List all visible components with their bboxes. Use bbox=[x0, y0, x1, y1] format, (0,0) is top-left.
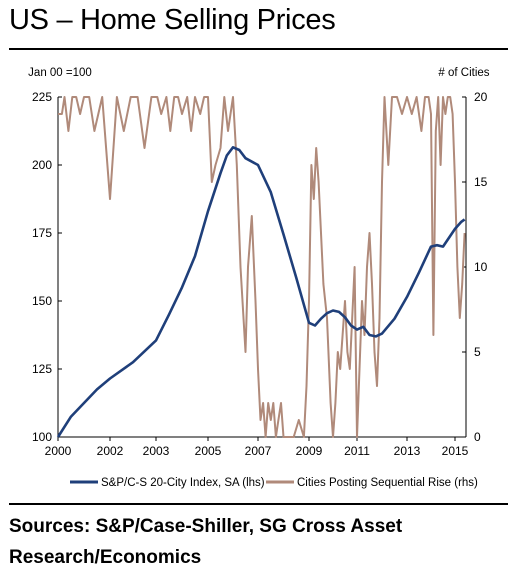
chart-axes bbox=[57, 97, 467, 438]
right-axis-tick-label: 20 bbox=[474, 90, 488, 104]
left-axis-unit-label: Jan 00 =100 bbox=[28, 67, 92, 79]
title-rule bbox=[9, 48, 508, 50]
chart-legend: S&P/C-S 20-City Index, SA (lhs) Cities P… bbox=[70, 477, 478, 489]
legend-label-cities: Cities Posting Sequential Rise (rhs) bbox=[297, 477, 478, 489]
x-axis-tick-label: 2005 bbox=[195, 444, 222, 458]
series-line-index bbox=[56, 146, 466, 438]
right-axis-unit-label: # of Cities bbox=[438, 67, 489, 79]
right-axis-tick-label: 10 bbox=[474, 260, 488, 274]
chart-series bbox=[56, 96, 466, 438]
right-axis-tick-label: 15 bbox=[474, 175, 488, 189]
x-axis-tick-label: 2015 bbox=[442, 444, 469, 458]
legend-label-index: S&P/C-S 20-City Index, SA (lhs) bbox=[101, 477, 265, 489]
right-axis-tick-label: 5 bbox=[474, 345, 481, 359]
series-line-cities bbox=[58, 96, 466, 438]
sources-note: Sources: S&P/Case-Shiller, SG Cross Asse… bbox=[9, 516, 403, 568]
left-axis-tick-label: 225 bbox=[32, 90, 52, 104]
x-axis-tick-label: 2011 bbox=[344, 444, 370, 458]
x-axis-tick-label: 2007 bbox=[245, 444, 272, 458]
x-axis-tick-label: 2009 bbox=[296, 444, 323, 458]
left-axis-tick-label: 200 bbox=[32, 158, 52, 172]
left-axis-tick-label: 125 bbox=[32, 362, 52, 376]
chart-ticks: 100 125 150 175 200 225 0 5 10 15 20 2000 2002 2003 20… bbox=[32, 90, 488, 458]
left-axis-tick-label: 175 bbox=[32, 226, 52, 240]
x-axis-tick-label: 2003 bbox=[143, 444, 170, 458]
left-axis-tick-label: 100 bbox=[32, 430, 52, 444]
x-axis-tick-label: 2013 bbox=[394, 444, 421, 458]
x-axis-tick-label: 2000 bbox=[45, 444, 72, 458]
x-axis-tick-label: 2002 bbox=[97, 444, 124, 458]
page-title: US – Home Selling Prices bbox=[9, 4, 336, 36]
right-axis-tick-label: 0 bbox=[474, 430, 481, 444]
footer-rule bbox=[9, 503, 508, 505]
line-chart: 100 125 150 175 200 225 0 5 10 15 20 2000 2002 2003 20… bbox=[28, 67, 490, 489]
left-axis-tick-label: 150 bbox=[32, 294, 52, 308]
